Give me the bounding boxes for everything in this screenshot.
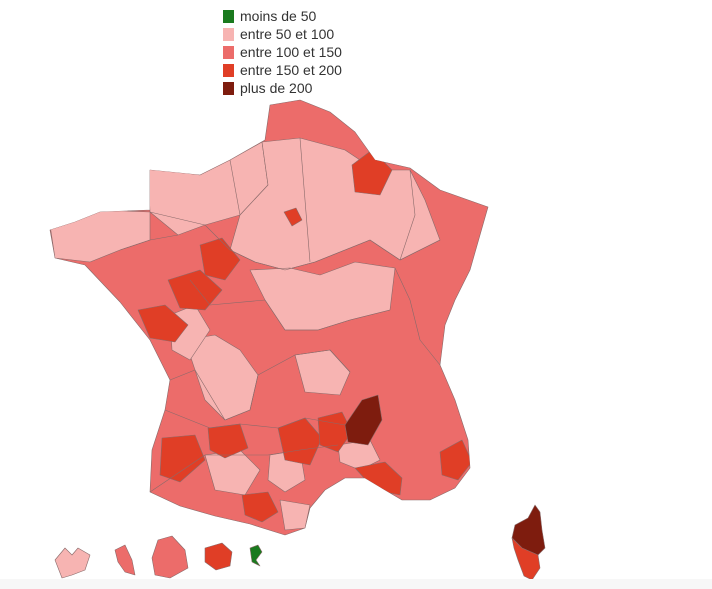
department-borders bbox=[119, 137, 441, 493]
region-alpes-maritimes bbox=[439, 439, 473, 481]
legend-item-100-150: entre 100 et 150 bbox=[223, 43, 383, 61]
region-guyane bbox=[151, 535, 189, 579]
region-paris bbox=[283, 207, 303, 227]
legend-label: entre 150 et 200 bbox=[240, 62, 342, 78]
region-pyrenees-light bbox=[279, 499, 311, 531]
legend-swatch bbox=[223, 45, 234, 59]
region-reunion bbox=[204, 542, 233, 571]
region-guadeloupe bbox=[54, 547, 91, 579]
legend-swatch bbox=[223, 9, 234, 23]
legend-swatch bbox=[223, 63, 234, 77]
region-martinique bbox=[114, 544, 136, 576]
bottom-strip bbox=[0, 579, 712, 589]
region-gironde bbox=[159, 434, 206, 483]
region-maine-et-loire bbox=[167, 269, 223, 311]
legend-label: moins de 50 bbox=[240, 8, 317, 24]
region-lozere bbox=[344, 394, 383, 446]
region-haute-garonne bbox=[241, 491, 279, 523]
legend-label: entre 100 et 150 bbox=[240, 44, 342, 60]
legend-label: plus de 200 bbox=[240, 80, 313, 96]
legend-swatch bbox=[223, 81, 234, 95]
map-legend: moins de 50 entre 50 et 100 entre 100 et… bbox=[223, 7, 383, 97]
legend-label: entre 50 et 100 bbox=[240, 26, 335, 42]
legend-swatch bbox=[223, 27, 234, 41]
region-sarthe bbox=[199, 237, 241, 281]
legend-item-over-200: plus de 200 bbox=[223, 79, 383, 97]
region-vendee bbox=[137, 304, 189, 343]
legend-item-under-50: moins de 50 bbox=[223, 7, 383, 25]
region-mayotte bbox=[249, 544, 263, 567]
legend-item-50-100: entre 50 et 100 bbox=[223, 25, 383, 43]
legend-item-150-200: entre 150 et 200 bbox=[223, 61, 383, 79]
